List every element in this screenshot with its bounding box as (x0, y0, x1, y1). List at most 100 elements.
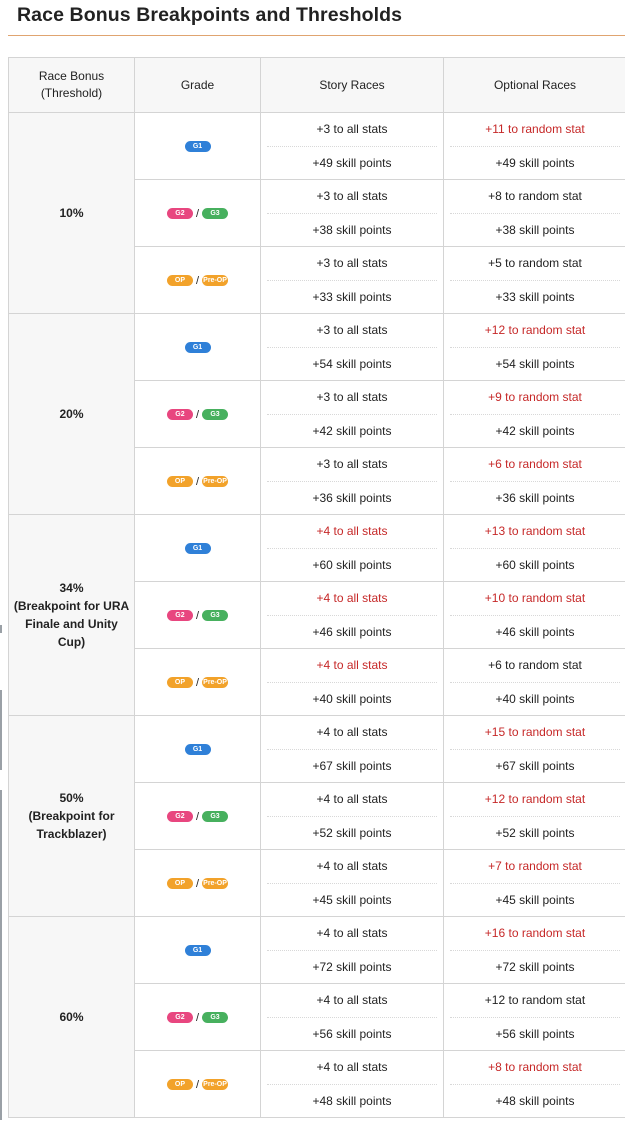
skill-points-bonus: +40 skill points (312, 691, 392, 706)
table-row: G2/G3 +4 to all stats +56 skill points +12 … (9, 983, 625, 1051)
threshold-label: 20% (59, 407, 84, 421)
table-row: OP / Pre-OP +3 to all stats +33 skill points… (9, 246, 625, 314)
stat-bonus: +12 to random stat (484, 323, 586, 338)
title-divider (8, 35, 625, 36)
stat-bonus: +3 to all stats (316, 122, 388, 137)
grade-cell: G2/G3 (134, 581, 261, 649)
grade-badge-g1: G1 (184, 945, 211, 957)
grade-badge-op: OP (166, 275, 193, 287)
stat-bonus: +3 to all stats (316, 390, 388, 405)
stat-bonus: +8 to random stat (488, 1060, 582, 1075)
story-races-cell: +3 to all stats +33 skill points (260, 246, 444, 314)
threshold-label: 60% (59, 1010, 84, 1024)
skill-points-bonus: +60 skill points (495, 557, 575, 572)
threshold-cell: 60% (8, 916, 135, 1118)
table-row: OP / Pre-OP +3 to all stats +36 skill points… (9, 447, 625, 515)
skill-points-bonus: +60 skill points (312, 557, 392, 572)
table-row: OP / Pre-OP +4 to all stats +45 skill points… (9, 849, 625, 917)
optional-races-cell: +12 to random stat +56 skill points (443, 983, 625, 1051)
stat-bonus: +4 to all stats (316, 725, 388, 740)
table-row: G2/G3 +3 to all stats +38 skill points +8 t… (9, 179, 625, 247)
grade-badge-g2: G2 (166, 1012, 193, 1024)
grade-badge-g1: G1 (184, 744, 211, 756)
stat-bonus: +4 to all stats (316, 658, 388, 673)
optional-races-cell: +12 to random stat +54 skill points (443, 313, 625, 381)
table-row: 34% (Breakpoint for URA Finale and Unity Cu… (8, 514, 625, 716)
skill-points-bonus: +40 skill points (495, 691, 575, 706)
header-grade: Grade (134, 57, 261, 113)
threshold-label: 50% (59, 791, 84, 805)
grade-badge-g2: G2 (166, 409, 193, 421)
grade-badge-g1: G1 (184, 141, 211, 153)
edge-mark (0, 690, 2, 770)
grade-cell: OP / Pre-OP (134, 648, 261, 716)
story-races-cell: +3 to all stats +38 skill points (260, 179, 444, 247)
stat-bonus: +4 to all stats (316, 524, 388, 539)
header-threshold-line1: Race Bonus (38, 69, 105, 83)
grade-badge-g3: G3 (202, 811, 229, 823)
grade-badge-preop: Pre-OP (202, 476, 229, 488)
grade-cell: G2/G3 (134, 179, 261, 247)
optional-races-cell: +10 to random stat +46 skill points (443, 581, 625, 649)
skill-points-bonus: +48 skill points (495, 1093, 575, 1108)
grade-cell: G1 (134, 112, 261, 180)
skill-points-bonus: +42 skill points (495, 423, 575, 438)
grade-cell: G1 (134, 313, 261, 381)
stat-bonus: +4 to all stats (316, 591, 388, 606)
skill-points-bonus: +72 skill points (495, 959, 575, 974)
grade-separator: / (195, 1011, 200, 1024)
race-bonus-table: Race Bonus (Threshold) Grade Story Races… (8, 57, 625, 1118)
grade-badge-preop: Pre-OP (202, 677, 229, 689)
table-row: 10% G1 +3 to all stats +49 skill points +11 … (8, 112, 625, 314)
optional-races-cell: +16 to random stat +72 skill points (443, 916, 625, 984)
optional-races-cell: +6 to random stat +40 skill points (443, 648, 625, 716)
table-row: OP / Pre-OP +4 to all stats +48 skill points… (9, 1050, 625, 1118)
threshold-cell: 50% (Breakpoint for Trackblazer) (8, 715, 135, 917)
optional-races-cell: +15 to random stat +67 skill points (443, 715, 625, 783)
table-row: G2/G3 +3 to all stats +42 skill points +9 t… (9, 380, 625, 448)
edge-mark (0, 790, 2, 1120)
threshold-label: (Breakpoint for (28, 809, 115, 823)
stat-bonus: +6 to random stat (488, 658, 582, 673)
edge-mark (0, 625, 2, 633)
story-races-cell: +4 to all stats +40 skill points (260, 648, 444, 716)
grade-badge-g1: G1 (184, 342, 211, 354)
threshold-label: 10% (59, 206, 84, 220)
page-title: Race Bonus Breakpoints and Thresholds (17, 4, 403, 26)
grade-separator: / (195, 877, 200, 890)
grade-badge-preop: Pre-OP (202, 1079, 229, 1091)
story-races-cell: +4 to all stats +56 skill points (260, 983, 444, 1051)
grade-separator: / (195, 676, 200, 689)
grade-badge-g2: G2 (166, 811, 193, 823)
optional-races-cell: +8 to random stat +38 skill points (443, 179, 625, 247)
skill-points-bonus: +67 skill points (495, 758, 575, 773)
story-races-cell: +4 to all stats +52 skill points (260, 782, 444, 850)
grade-separator: / (195, 810, 200, 823)
skill-points-bonus: +52 skill points (312, 825, 392, 840)
stat-bonus: +11 to random stat (485, 122, 585, 137)
story-races-cell: +4 to all stats +72 skill points (260, 916, 444, 984)
grade-badge-preop: Pre-OP (202, 878, 229, 890)
story-races-cell: +3 to all stats +54 skill points (260, 313, 444, 381)
stat-bonus: +4 to all stats (316, 926, 388, 941)
optional-races-cell: +6 to random stat +36 skill points (443, 447, 625, 515)
story-races-cell: +4 to all stats +60 skill points (260, 514, 444, 582)
table-row: G2/G3 +4 to all stats +52 skill points +12 … (9, 782, 625, 850)
stat-bonus: +3 to all stats (316, 457, 388, 472)
grade-badge-g3: G3 (202, 1012, 229, 1024)
stat-bonus: +5 to random stat (488, 256, 582, 271)
grade-badge-op: OP (166, 1079, 193, 1091)
table-row: 50% (Breakpoint for Trackblazer) G1 +4 to al… (8, 715, 625, 917)
optional-races-cell: +7 to random stat +45 skill points (443, 849, 625, 917)
grade-separator: / (195, 207, 200, 220)
threshold-label: Trackblazer) (36, 827, 107, 841)
skill-points-bonus: +49 skill points (495, 155, 575, 170)
skill-points-bonus: +46 skill points (312, 624, 392, 639)
grade-badge-g1: G1 (184, 543, 211, 555)
threshold-label: (Breakpoint for URA (13, 599, 130, 613)
grade-separator: / (195, 1078, 200, 1091)
grade-cell: G2/G3 (134, 782, 261, 850)
skill-points-bonus: +42 skill points (312, 423, 392, 438)
stat-bonus: +3 to all stats (316, 323, 388, 338)
table-row: OP / Pre-OP +4 to all stats +40 skill points… (9, 648, 625, 716)
